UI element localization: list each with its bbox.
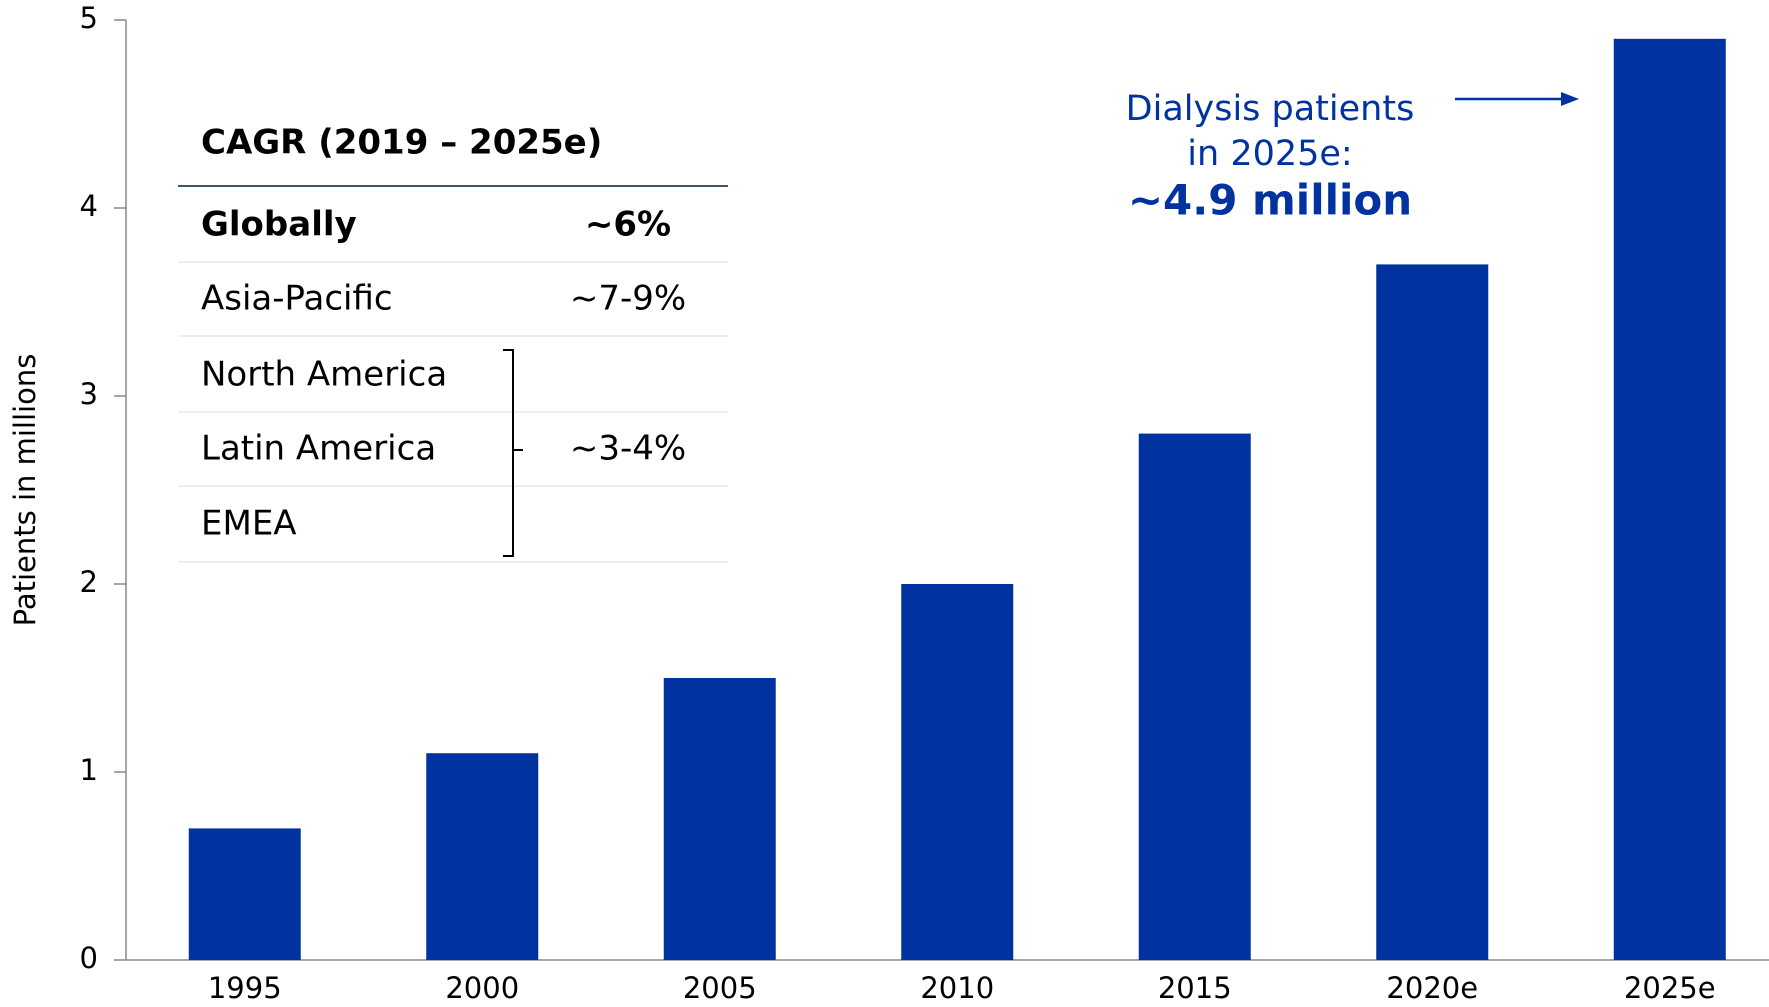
table-value: ~6% xyxy=(585,205,671,245)
y-axis-label: Patients in millions xyxy=(8,354,42,627)
x-tick-label: 2000 xyxy=(445,971,519,1005)
bar xyxy=(426,753,539,960)
y-tick-label: 5 xyxy=(80,1,98,35)
arrow-head xyxy=(1561,92,1579,106)
x-tick-label: 2010 xyxy=(920,971,994,1005)
y-tick-label: 3 xyxy=(80,377,98,411)
x-tick-label: 1995 xyxy=(208,971,282,1005)
x-tick-label: 2025e xyxy=(1624,971,1716,1005)
table-label: Asia-Pacific xyxy=(201,279,393,319)
y-tick-label: 0 xyxy=(80,941,98,975)
x-tick-label: 2015 xyxy=(1158,971,1232,1005)
bar xyxy=(901,584,1014,960)
bar xyxy=(663,678,776,960)
bar xyxy=(1613,38,1726,961)
table-label: Globally xyxy=(201,205,357,245)
x-tick-label: 2020e xyxy=(1386,971,1478,1005)
y-tick-label: 1 xyxy=(80,753,98,787)
y-tick-label: 4 xyxy=(80,189,98,223)
table-value: ~3-4% xyxy=(570,429,686,469)
x-tick-label: 2005 xyxy=(683,971,757,1005)
y-tick-label: 2 xyxy=(80,565,98,599)
annotation-highlight: ~4.9 million xyxy=(1128,176,1412,225)
bar xyxy=(1376,264,1489,960)
annotation: Dialysis patients xyxy=(1126,89,1415,129)
table-title: CAGR (2019 – 2025e) xyxy=(201,123,602,163)
bracket xyxy=(503,349,523,557)
table-label: Latin America xyxy=(201,429,436,469)
bar xyxy=(188,828,301,960)
annotation: in 2025e: xyxy=(1187,134,1352,174)
bar xyxy=(1138,433,1251,961)
table-value: ~7-9% xyxy=(570,279,686,319)
table-label: North America xyxy=(201,355,447,395)
table-label: EMEA xyxy=(201,504,297,544)
